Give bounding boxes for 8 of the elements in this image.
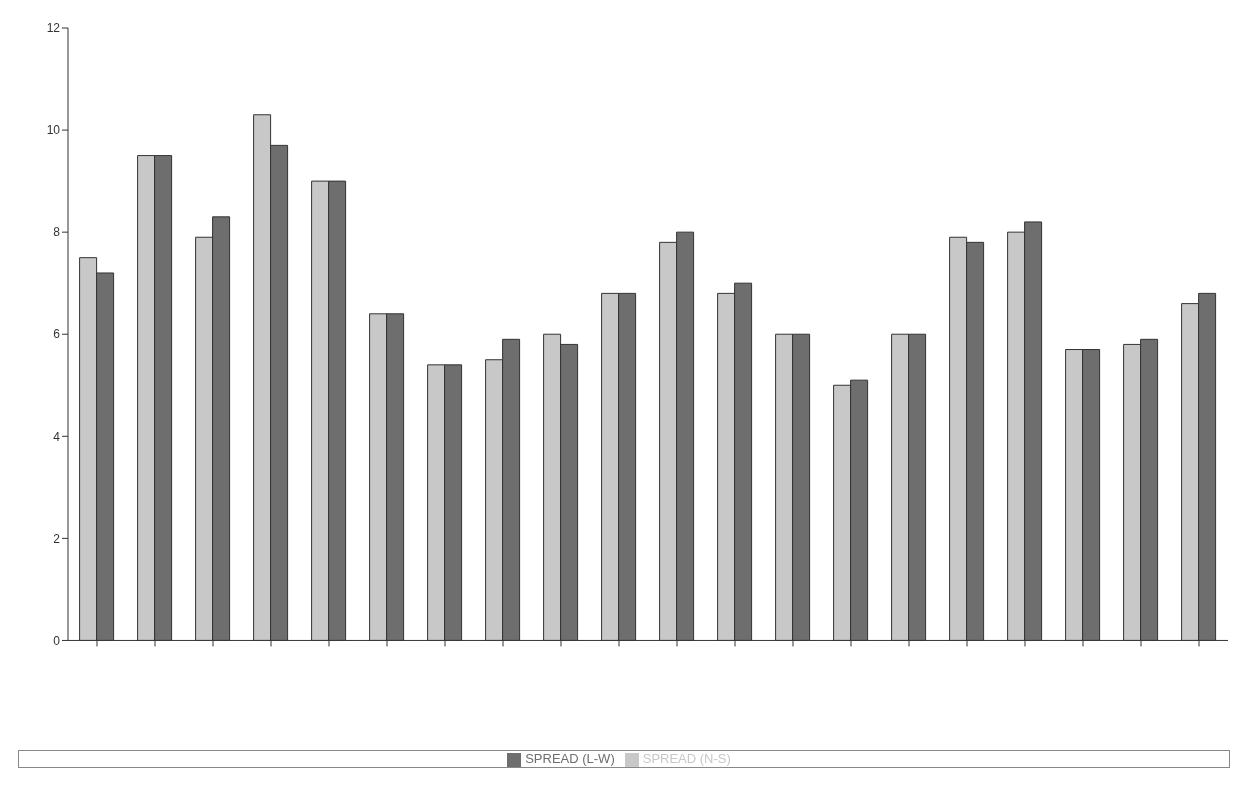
y-tick-label: 10 [46,123,61,138]
y-tick-label: 2 [53,531,61,546]
y-tick-label: 0 [53,633,61,648]
legend-label: SPREAD (L-W) [525,751,615,767]
y-tick-label: 4 [53,429,61,444]
y-tick-label: 8 [53,225,61,240]
y-tick-label: 6 [53,327,61,342]
y-tick-label: 12 [46,21,61,36]
